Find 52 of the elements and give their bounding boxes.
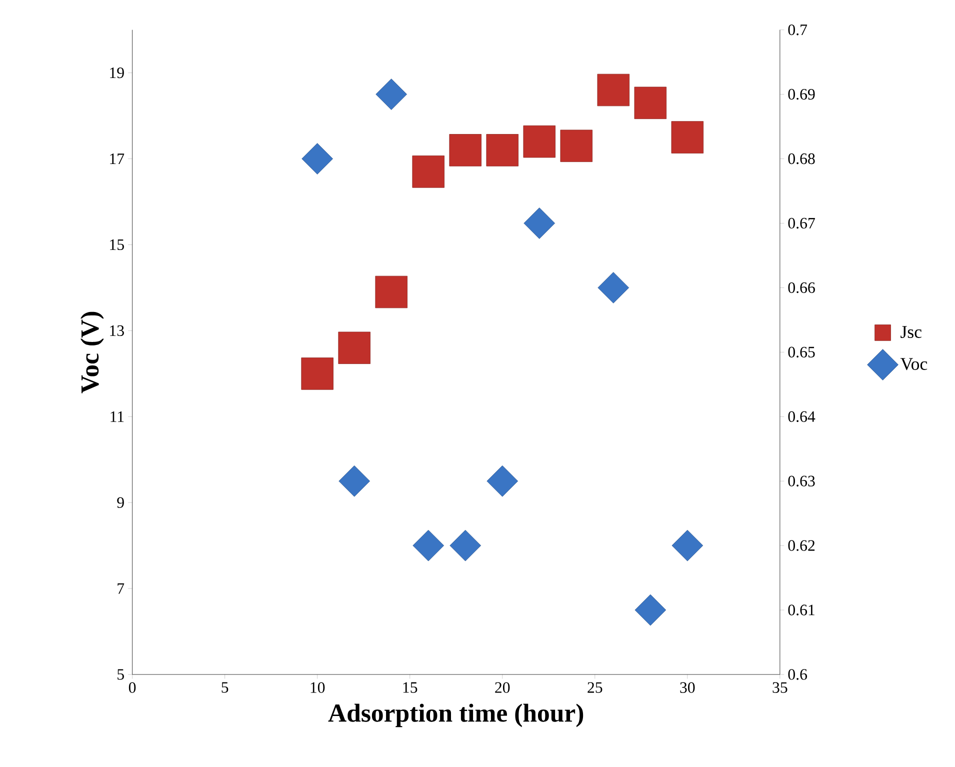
point	[560, 130, 592, 162]
y-tick-label: 9	[117, 497, 124, 508]
y2-tick-label: 0.67	[788, 218, 815, 229]
point	[671, 121, 704, 154]
y-tick-label: 17	[110, 154, 124, 164]
y2-tick-label: 0.62	[788, 540, 815, 551]
y-tick-label: 7	[118, 583, 124, 594]
x-tick-label: 30	[680, 682, 695, 693]
point	[338, 465, 370, 497]
x-tick-label: 35	[772, 682, 788, 693]
y2-tick-label: 0.69	[788, 88, 815, 100]
point	[597, 74, 630, 106]
x-tick-label: 10	[310, 682, 325, 693]
point	[302, 143, 334, 174]
point	[634, 594, 666, 626]
y2-tick-label: 0.65	[788, 346, 815, 358]
point	[375, 276, 408, 308]
y-axis-title: Voc (V)	[80, 312, 104, 394]
y2-tick-label: 0.68	[788, 153, 815, 164]
x-tick-label: 20	[495, 682, 510, 693]
y-tick-label: 13	[110, 325, 124, 336]
point	[338, 332, 370, 364]
point	[301, 358, 334, 390]
x-tick-label: 25	[588, 682, 602, 693]
y2-tick-label: 0.63	[788, 476, 815, 486]
point	[672, 530, 704, 562]
point	[449, 134, 482, 166]
point	[523, 125, 556, 158]
y-tick-label: 19	[110, 67, 124, 78]
legend-label: Jsc	[900, 326, 922, 338]
point	[486, 134, 518, 166]
point	[598, 272, 630, 304]
point	[486, 465, 518, 497]
y2-tick-label: 0.64	[788, 411, 816, 422]
y-tick-label: 11	[110, 411, 124, 422]
x-axis-title: Adsorption time (hour)	[328, 704, 584, 728]
y2-tick-label: 0.66	[788, 282, 815, 294]
x-tick-label: 15	[403, 682, 418, 693]
y-tick-label: 15	[110, 239, 124, 250]
point	[412, 530, 444, 562]
point	[450, 530, 482, 562]
point	[634, 86, 667, 120]
x-tick-label: 5	[222, 682, 228, 693]
y2-tick-label: 0.61	[788, 604, 814, 616]
legend-label: Voc	[900, 358, 928, 370]
point	[412, 156, 444, 188]
y2-tick-label: 0.7	[788, 24, 808, 36]
x-tick-label: 0	[128, 682, 136, 693]
point	[376, 78, 408, 110]
y-tick-label: 5	[118, 669, 124, 680]
point	[524, 208, 556, 239]
y2-tick-label: 0.6	[788, 669, 808, 680]
